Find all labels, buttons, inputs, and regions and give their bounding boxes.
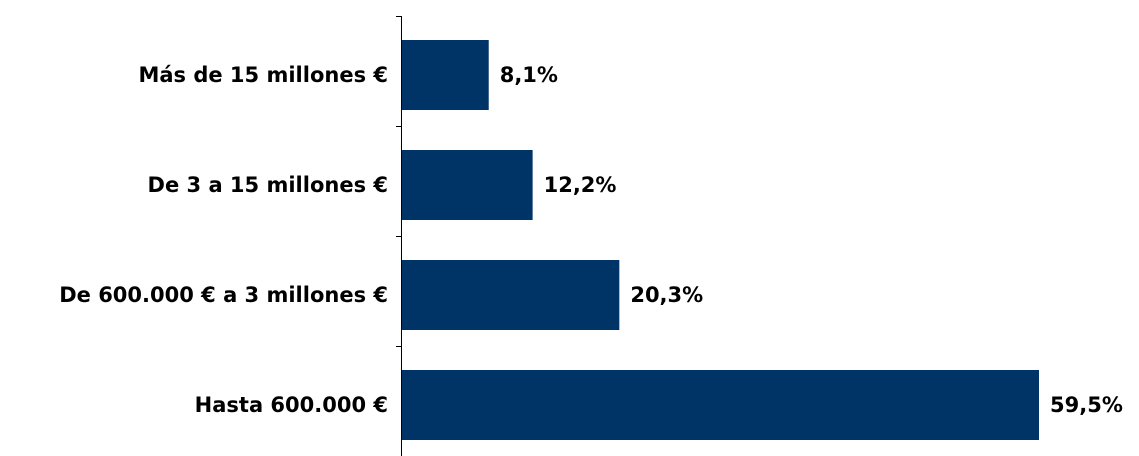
data-label: 59,5% (1050, 393, 1123, 417)
category-label: De 3 a 15 millones € (148, 173, 388, 197)
category-label: Más de 15 millones € (138, 63, 388, 87)
bar (402, 40, 489, 110)
labels-layer: Más de 15 millones € 8,1% De 3 a 15 millon… (59, 63, 1123, 417)
data-label: 20,3% (630, 283, 703, 307)
data-label: 8,1% (500, 63, 558, 87)
bar-series (402, 40, 1039, 440)
category-label: De 600.000 € a 3 millones € (59, 283, 388, 307)
bar (402, 150, 533, 220)
data-label: 12,2% (544, 173, 617, 197)
category-axis (396, 16, 402, 456)
bar (402, 370, 1039, 440)
category-label: Hasta 600.000 € (195, 393, 388, 417)
bar (402, 260, 620, 330)
